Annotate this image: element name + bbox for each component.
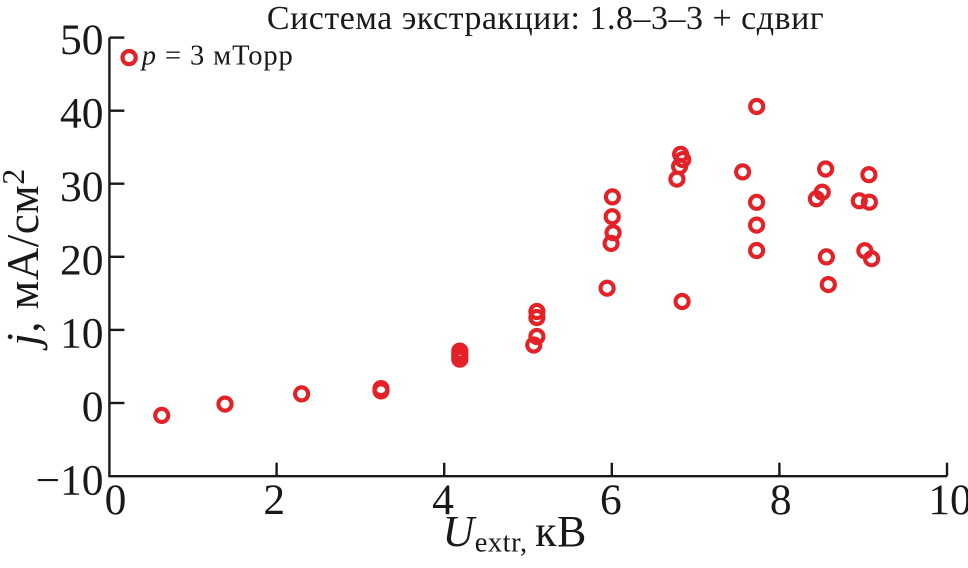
svg-text:−10: −10 [35,457,103,505]
svg-text:6: 6 [600,476,622,524]
svg-text:0: 0 [105,476,127,524]
svg-text:10: 10 [928,476,968,524]
svg-text:0: 0 [82,383,104,431]
svg-text:4: 4 [432,476,454,524]
svg-text:p = 3 мТорр: p = 3 мТорр [140,41,294,72]
svg-text:j, мА/см2: j, мА/см2 [0,168,48,350]
svg-text:10: 10 [60,310,104,358]
svg-text:Uextr, кВ: Uextr, кВ [443,507,587,559]
svg-text:2: 2 [263,476,285,524]
svg-text:30: 30 [60,163,104,211]
svg-text:8: 8 [770,476,792,524]
svg-text:20: 20 [60,236,104,284]
svg-text:50: 50 [60,16,104,64]
svg-text:40: 40 [60,90,104,138]
svg-text:Система экстракции: 1.8–3–3 +: Система экстракции: 1.8–3–3 + сдвиг [267,0,824,37]
